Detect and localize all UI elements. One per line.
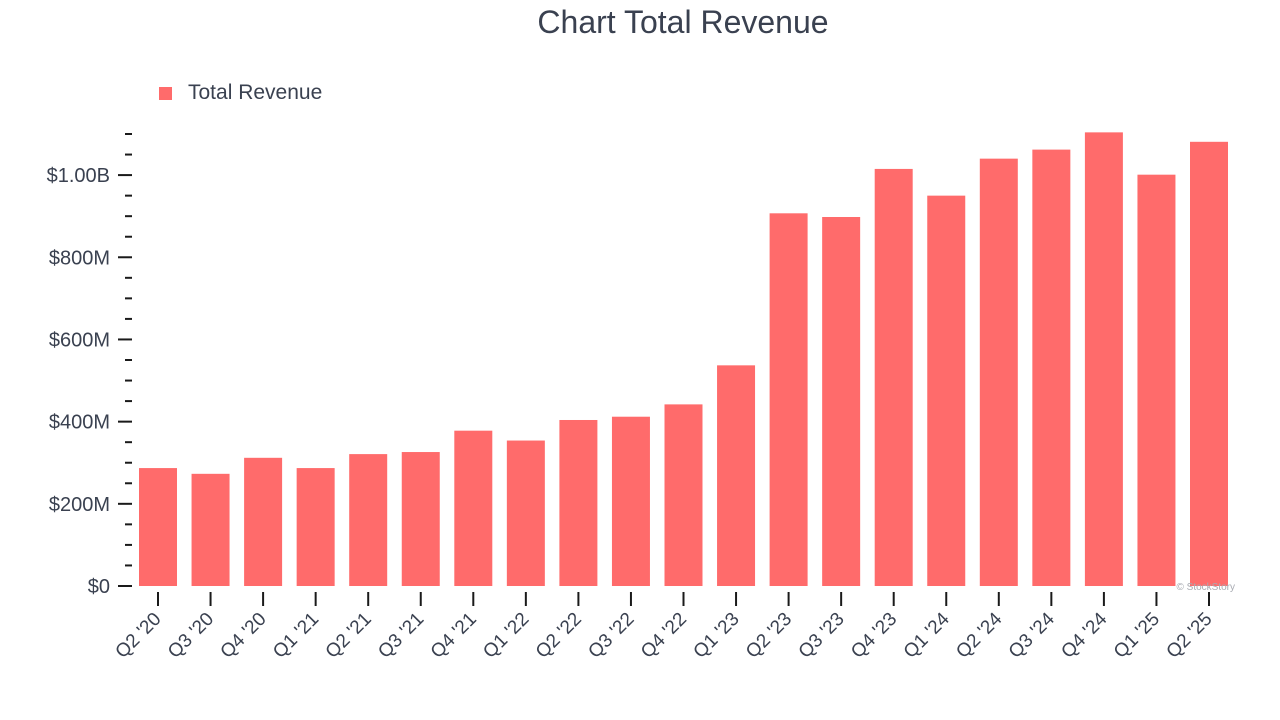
bar-q3-21 — [401, 452, 440, 586]
x-tick-label: Q1 '21 — [269, 609, 323, 663]
x-tick-label: Q2 '21 — [322, 609, 376, 663]
x-tick-label: Q1 '24 — [900, 608, 954, 662]
x-tick-label: Q2 '24 — [952, 608, 1006, 662]
bar-q3-22 — [611, 416, 650, 586]
bar-q2-22 — [559, 419, 598, 586]
bar-q1-23 — [717, 365, 756, 586]
x-tick-label: Q2 '23 — [742, 609, 796, 663]
bar-q3-23 — [822, 217, 861, 586]
legend-swatch — [159, 87, 172, 100]
bar-q1-24 — [927, 195, 966, 586]
x-tick-label: Q1 '23 — [690, 609, 744, 663]
y-tick-label: $600M — [49, 329, 110, 351]
x-tick-label: Q3 '22 — [584, 609, 638, 663]
x-tick-label: Q4 '22 — [637, 609, 691, 663]
x-tick-label: Q3 '21 — [374, 609, 428, 663]
x-tick-label: Q1 '22 — [479, 609, 533, 663]
x-tick-label: Q3 '24 — [1005, 608, 1059, 662]
bar-q2-25 — [1190, 141, 1228, 586]
watermark-text: © StockStory — [1177, 582, 1236, 593]
y-tick-label: $200M — [49, 494, 110, 516]
bar-q4-22 — [664, 404, 703, 586]
bar-q3-24 — [1032, 149, 1071, 587]
bar-q1-21 — [296, 468, 335, 586]
bar-q4-24 — [1084, 132, 1123, 587]
y-tick-label: $1.00B — [47, 165, 110, 187]
x-tick-label: Q2 '25 — [1163, 609, 1217, 663]
bar-q4-23 — [874, 168, 913, 586]
legend-label-total-revenue: Total Revenue — [188, 81, 322, 104]
bar-q4-20 — [244, 457, 283, 586]
bar-q2-23 — [769, 213, 808, 586]
y-tick-label: $400M — [49, 412, 110, 434]
x-tick-label: Q1 '25 — [1110, 609, 1164, 663]
bar-q1-25 — [1137, 174, 1176, 586]
bar-q4-21 — [454, 430, 493, 586]
legend: Total Revenue — [159, 81, 322, 104]
x-tick-label: Q4 '23 — [847, 609, 901, 663]
y-tick-label: $800M — [49, 247, 110, 269]
bars-group — [139, 132, 1228, 587]
x-tick-label: Q3 '23 — [795, 609, 849, 663]
bar-q3-20 — [191, 473, 230, 586]
bar-q2-21 — [349, 454, 388, 586]
x-tick-label: Q2 '22 — [532, 609, 586, 663]
chart-title: Chart Total Revenue — [537, 4, 828, 40]
bar-q2-20 — [139, 468, 177, 586]
x-tick-label: Q4 '24 — [1057, 608, 1111, 662]
x-tick-label: Q4 '20 — [217, 609, 271, 663]
x-tick-label: Q4 '21 — [427, 609, 481, 663]
y-tick-label: $0 — [88, 576, 110, 598]
bar-q1-22 — [506, 440, 545, 586]
x-tick-label: Q2 '20 — [112, 609, 166, 663]
x-tick-label: Q3 '20 — [164, 609, 218, 663]
bar-q2-24 — [979, 158, 1018, 586]
y-axis: $0 $200M $400M $600M $800M $1.00B — [47, 133, 132, 598]
